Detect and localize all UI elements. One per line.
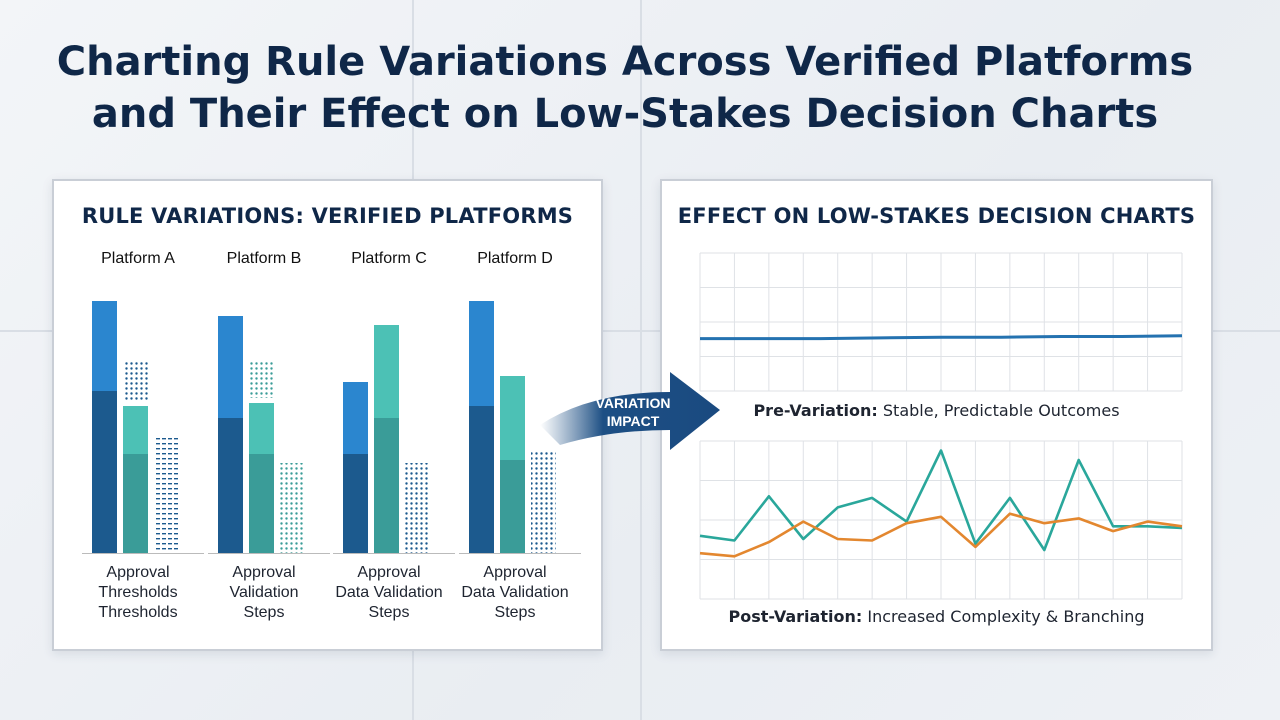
category-label: Steps bbox=[244, 604, 285, 621]
post-variation-label: Post-Variation: bbox=[728, 607, 863, 626]
pre-variation-label: Pre-Variation: bbox=[753, 401, 878, 420]
rule-variations-panel: RULE VARIATIONS: VERIFIED PLATFORMS Plat… bbox=[52, 179, 603, 651]
bar-base-segment bbox=[343, 454, 368, 553]
category-label: Thresholds bbox=[98, 584, 177, 601]
page-title-line-1: Charting Rule Variations Across Verified… bbox=[56, 39, 1194, 85]
post-variation-caption: Post-Variation: Increased Complexity & B… bbox=[662, 607, 1211, 626]
category-label: Thresholds bbox=[98, 604, 177, 621]
category-label: Validation bbox=[229, 584, 298, 601]
post-variation-teal-line bbox=[699, 449, 1183, 552]
post-variation-text: Increased Complexity & Branching bbox=[867, 607, 1145, 626]
bar-pattern bbox=[154, 436, 179, 553]
pre-variation-caption: Pre-Variation: Stable, Predictable Outco… bbox=[662, 401, 1211, 420]
category-label: Steps bbox=[495, 604, 536, 621]
bar-chart-title: RULE VARIATIONS: VERIFIED PLATFORMS bbox=[81, 204, 574, 228]
pre-variation-series-line bbox=[700, 334, 1183, 341]
platform-label: Platform A bbox=[101, 250, 175, 267]
category-label: Approval bbox=[232, 564, 295, 581]
bar-pattern bbox=[280, 463, 305, 553]
bar-base-segment bbox=[92, 391, 117, 553]
category-label: Approval bbox=[106, 564, 169, 581]
bar-top-segment bbox=[469, 301, 494, 406]
bar-chart: Platform A Approval Thresholds Thresholds Pl… bbox=[82, 250, 581, 621]
category-label: Data Validation bbox=[461, 584, 568, 601]
bar-top-segment bbox=[218, 316, 243, 418]
bar-base-segment bbox=[500, 460, 525, 553]
decision-charts-panel: EFFECT ON LOW-STAKES DECISION CHARTS Pre… bbox=[660, 179, 1213, 651]
category-label: Data Validation bbox=[335, 584, 442, 601]
bar-pattern-overlay bbox=[249, 362, 274, 398]
bar-pattern bbox=[405, 463, 430, 553]
arrow-shape bbox=[540, 372, 720, 450]
bar-top-segment bbox=[123, 406, 148, 454]
bar-top-segment bbox=[249, 403, 274, 454]
bar-top-segment bbox=[374, 325, 399, 418]
line-charts bbox=[699, 252, 1183, 600]
line-chart-title: EFFECT ON LOW-STAKES DECISION CHARTS bbox=[677, 204, 1196, 228]
platform-label: Platform B bbox=[227, 250, 302, 267]
arrow-label-line-2: IMPACT bbox=[607, 413, 660, 429]
bar-base-segment bbox=[218, 418, 243, 553]
bar-pattern bbox=[531, 451, 556, 553]
bar-base-segment bbox=[249, 454, 274, 553]
platform-label: Platform D bbox=[477, 250, 553, 267]
background-line bbox=[0, 330, 1280, 332]
bar-top-segment bbox=[343, 382, 368, 454]
page-title-line-2: and Their Effect on Low-Stakes Decision … bbox=[91, 91, 1159, 137]
arrow-label-line-1: VARIATION bbox=[596, 395, 671, 411]
platform-label: Platform C bbox=[351, 250, 427, 267]
bar-base-segment bbox=[469, 406, 494, 553]
bar-pattern-overlay bbox=[123, 362, 148, 401]
post-variation-orange-line bbox=[699, 512, 1183, 558]
category-label: Approval bbox=[483, 564, 546, 581]
category-label: Approval bbox=[357, 564, 420, 581]
bar-top-segment bbox=[500, 376, 525, 460]
background-line bbox=[640, 0, 642, 720]
variation-impact-arrow: VARIATION IMPACT bbox=[540, 372, 720, 450]
pre-variation-text: Stable, Predictable Outcomes bbox=[882, 401, 1120, 420]
page-title: Charting Rule Variations Across Verified… bbox=[0, 36, 1250, 140]
bar-top-segment bbox=[92, 301, 117, 391]
category-label: Steps bbox=[369, 604, 410, 621]
bar-base-segment bbox=[123, 454, 148, 553]
bar-base-segment bbox=[374, 418, 399, 553]
